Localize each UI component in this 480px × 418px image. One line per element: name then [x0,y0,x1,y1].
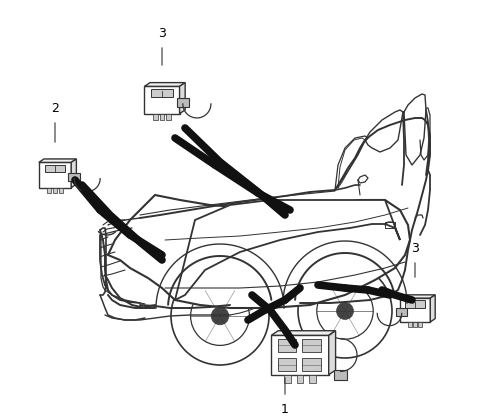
Polygon shape [406,301,424,308]
FancyBboxPatch shape [177,98,189,107]
FancyBboxPatch shape [160,114,164,120]
FancyBboxPatch shape [154,114,158,120]
Polygon shape [430,295,435,322]
Text: 3: 3 [158,27,166,40]
Polygon shape [271,335,329,375]
Polygon shape [180,83,185,114]
Circle shape [211,307,229,325]
FancyBboxPatch shape [413,322,417,327]
Polygon shape [45,165,65,173]
Polygon shape [108,195,410,308]
FancyBboxPatch shape [69,173,80,181]
FancyBboxPatch shape [285,375,291,383]
Text: 2: 2 [51,102,59,115]
Polygon shape [271,331,336,335]
FancyBboxPatch shape [166,114,170,120]
Polygon shape [400,295,435,298]
Polygon shape [278,358,296,372]
Polygon shape [39,159,76,163]
Polygon shape [144,83,185,87]
FancyBboxPatch shape [309,375,315,383]
Polygon shape [278,339,296,352]
FancyBboxPatch shape [297,375,303,383]
Polygon shape [144,87,180,114]
Polygon shape [39,163,71,188]
FancyBboxPatch shape [53,188,57,194]
Polygon shape [302,339,321,352]
Polygon shape [400,298,430,322]
FancyBboxPatch shape [419,322,422,327]
FancyBboxPatch shape [59,188,63,194]
Circle shape [336,303,353,319]
FancyBboxPatch shape [334,370,347,380]
Text: 1: 1 [281,403,289,416]
Polygon shape [175,200,400,300]
FancyBboxPatch shape [408,322,411,327]
Polygon shape [151,89,173,97]
Polygon shape [329,331,336,375]
FancyBboxPatch shape [396,308,407,316]
Text: 3: 3 [411,242,419,255]
Polygon shape [71,159,76,188]
Polygon shape [302,358,321,372]
FancyBboxPatch shape [47,188,51,194]
